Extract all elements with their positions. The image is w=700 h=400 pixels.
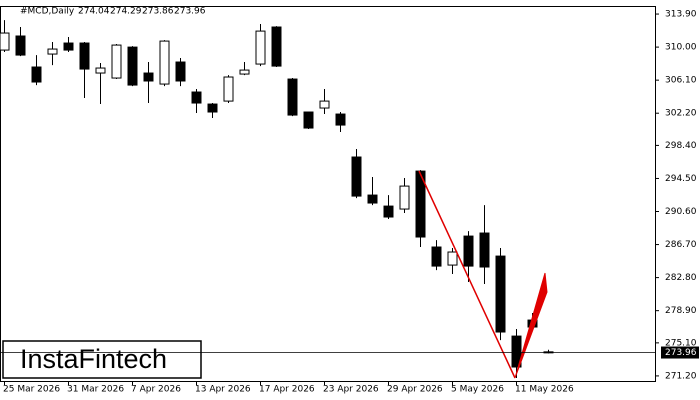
candle-body-down (63, 42, 74, 51)
price-label: 273.96 (665, 348, 697, 358)
header-low: 273.86 (142, 7, 174, 17)
flag-pole (418, 170, 516, 379)
candle-body-up (447, 251, 458, 266)
watermark: InstaFintech (20, 344, 167, 374)
candle-body-down (463, 235, 474, 267)
candle-body-down (79, 42, 90, 70)
x-tick-label: 17 Apr 2026 (259, 385, 315, 395)
header-high: 274.29 (110, 7, 142, 17)
plot-frame (0, 6, 656, 382)
y-tick-label: 313.90 (665, 10, 697, 20)
x-tick-label: 25 Mar 2026 (3, 385, 60, 395)
candle-body-down (367, 194, 378, 204)
candle-body-down (143, 72, 154, 82)
candle-body-down (479, 232, 490, 268)
candle-body-down (175, 61, 186, 82)
candle-body-up (159, 40, 170, 85)
x-tick-label: 7 Apr 2026 (131, 385, 181, 395)
candle-body-down (207, 103, 218, 113)
candle-body-up (0, 32, 10, 51)
price-label-box (661, 346, 699, 359)
candle-body-up (319, 100, 330, 109)
watermark-box (2, 340, 202, 379)
y-tick-label: 282.80 (665, 273, 697, 283)
candle-body-down (415, 170, 426, 238)
y-tick-label: 286.70 (665, 240, 697, 250)
y-tick-label: 271.20 (665, 371, 697, 381)
x-tick-label: 23 Apr 2026 (323, 385, 379, 395)
x-tick-label: 11 May 2026 (515, 385, 574, 395)
candles (0, 20, 554, 379)
header-open: 274.04 (78, 7, 110, 17)
candle-body-down (271, 26, 282, 67)
candle-body-down (287, 78, 298, 116)
candle-body-down (31, 66, 42, 83)
candle-body-up (399, 185, 410, 210)
candle-body-up (223, 76, 234, 102)
y-tick-label: 302.20 (665, 109, 697, 119)
candle-body-down (303, 111, 314, 129)
candle-body-down (431, 246, 442, 267)
y-tick-label: 290.60 (665, 207, 697, 217)
flag-pattern (418, 170, 548, 379)
x-tick-label: 31 Mar 2026 (67, 385, 124, 395)
candle-body-down (191, 91, 202, 104)
x-tick-label: 5 May 2026 (451, 385, 504, 395)
symbol: #MCD,Daily (20, 7, 75, 17)
candle-body-up (239, 69, 250, 75)
candle-body-down (351, 156, 362, 197)
candle-body-up (111, 44, 122, 79)
candle-body-down (511, 335, 522, 368)
y-tick-label: 306.10 (665, 76, 697, 86)
candle-body-down (495, 255, 506, 333)
candle-body-down (15, 35, 26, 56)
candle-body-down (335, 113, 346, 126)
header-close: 273.96 (174, 7, 206, 17)
flag (514, 272, 548, 379)
x-tick-label: 29 Apr 2026 (387, 385, 443, 395)
candle-body-up (255, 30, 266, 65)
y-tick-label: 275.10 (665, 338, 697, 348)
candle-body-down (127, 46, 138, 86)
candle-body-down (383, 205, 394, 218)
y-tick-label: 278.90 (665, 306, 697, 316)
y-tick-label: 298.40 (665, 141, 697, 151)
y-tick-label: 294.50 (665, 174, 697, 184)
candle-body-up (47, 48, 58, 55)
x-tick-label: 13 Apr 2026 (195, 385, 251, 395)
candle-body-up (95, 67, 106, 74)
y-tick-label: 310.00 (665, 43, 697, 53)
